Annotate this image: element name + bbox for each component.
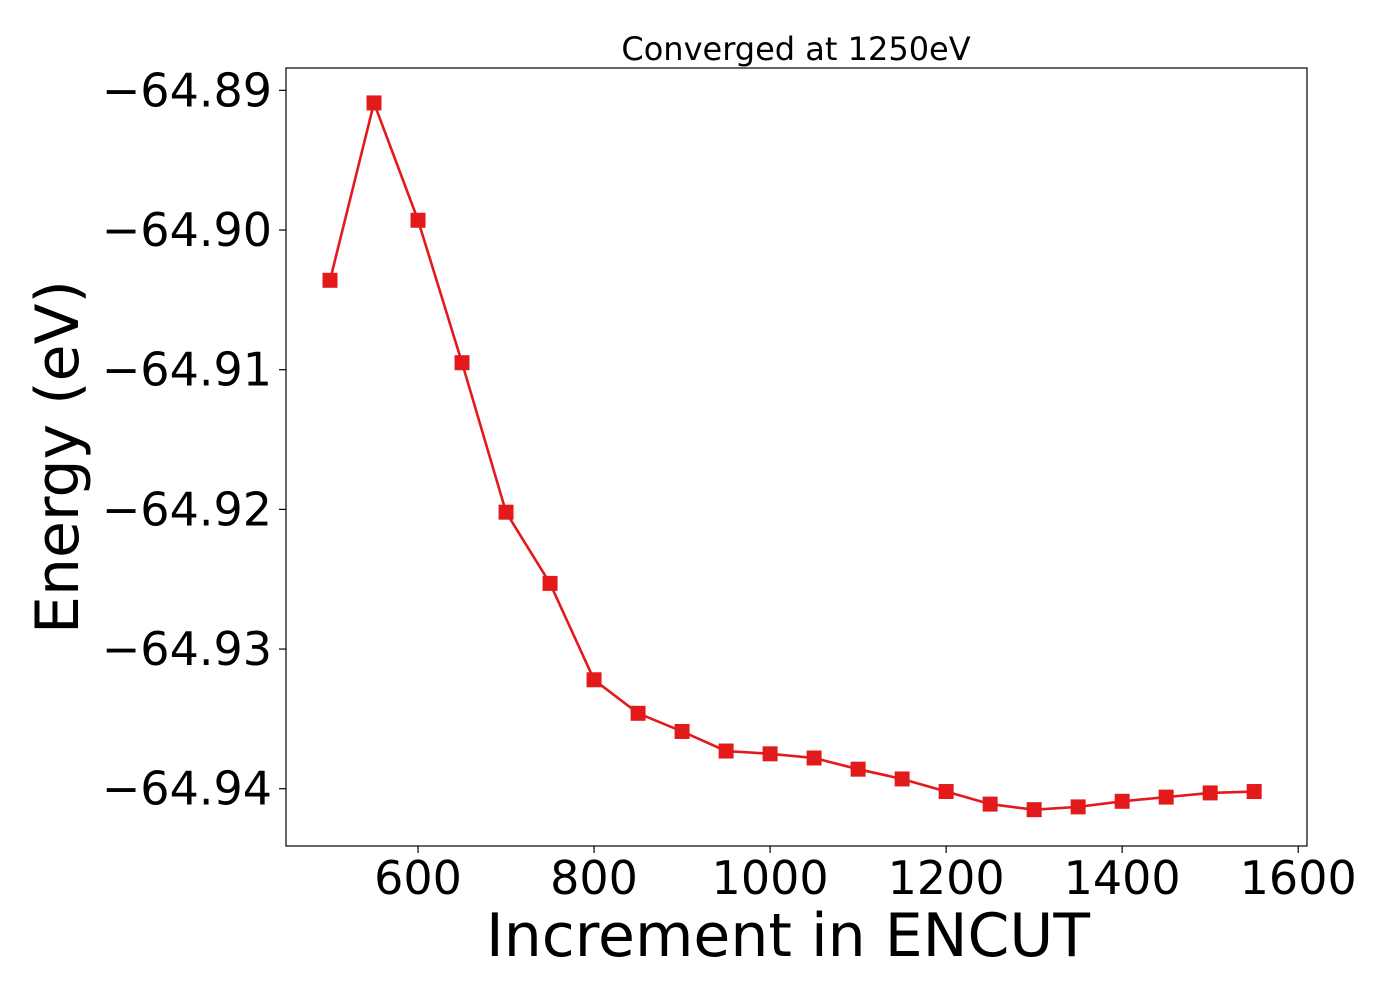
x-tick-label: 1600 bbox=[1240, 851, 1357, 905]
data-point-marker bbox=[1114, 793, 1130, 809]
data-point-marker bbox=[454, 355, 470, 371]
chart-title: Converged at 1250eV bbox=[621, 30, 970, 68]
data-point-marker bbox=[674, 723, 690, 739]
data-point-marker bbox=[806, 750, 822, 766]
data-point-marker bbox=[938, 784, 954, 800]
y-tick-label: −64.93 bbox=[102, 622, 272, 676]
data-point-marker bbox=[322, 272, 338, 288]
data-point-marker bbox=[1158, 789, 1174, 805]
x-tick-label: 1000 bbox=[712, 851, 829, 905]
x-axis-label: Increment in ENCUT bbox=[486, 901, 1090, 971]
data-point-marker bbox=[410, 212, 426, 228]
data-point-marker bbox=[1246, 784, 1262, 800]
y-axis-label: Energy (eV) bbox=[23, 280, 93, 634]
series-layer bbox=[322, 95, 1262, 818]
data-point-marker bbox=[762, 746, 778, 762]
data-point-marker bbox=[498, 504, 514, 520]
x-tick-label: 800 bbox=[550, 851, 638, 905]
data-point-marker bbox=[982, 796, 998, 812]
y-tick-label: −64.90 bbox=[102, 203, 272, 257]
y-tick-label: −64.94 bbox=[102, 762, 272, 816]
data-point-marker bbox=[586, 672, 602, 688]
y-tick-label: −64.92 bbox=[102, 482, 272, 536]
data-point-marker bbox=[718, 743, 734, 759]
data-point-marker bbox=[1202, 785, 1218, 801]
data-point-marker bbox=[1070, 799, 1086, 815]
x-tick-label: 600 bbox=[374, 851, 462, 905]
data-point-marker bbox=[366, 95, 382, 111]
data-point-marker bbox=[1026, 802, 1042, 818]
data-point-marker bbox=[850, 761, 866, 777]
data-point-marker bbox=[894, 771, 910, 787]
x-tick-label: 1200 bbox=[888, 851, 1005, 905]
series-line bbox=[328, 101, 1255, 811]
y-tick-label: −64.91 bbox=[102, 343, 272, 397]
y-tick-label: −64.89 bbox=[102, 63, 272, 117]
x-tick-label: 1400 bbox=[1064, 851, 1181, 905]
data-point-marker bbox=[630, 705, 646, 721]
data-point-marker bbox=[542, 575, 558, 591]
y-axis-ticks: −64.89 −64.90 −64.91 −64.92 −64.93 −64.94 bbox=[102, 63, 286, 816]
x-axis-ticks: 600 800 1000 1200 1400 1600 bbox=[374, 846, 1357, 905]
plot-frame bbox=[285, 67, 1308, 847]
